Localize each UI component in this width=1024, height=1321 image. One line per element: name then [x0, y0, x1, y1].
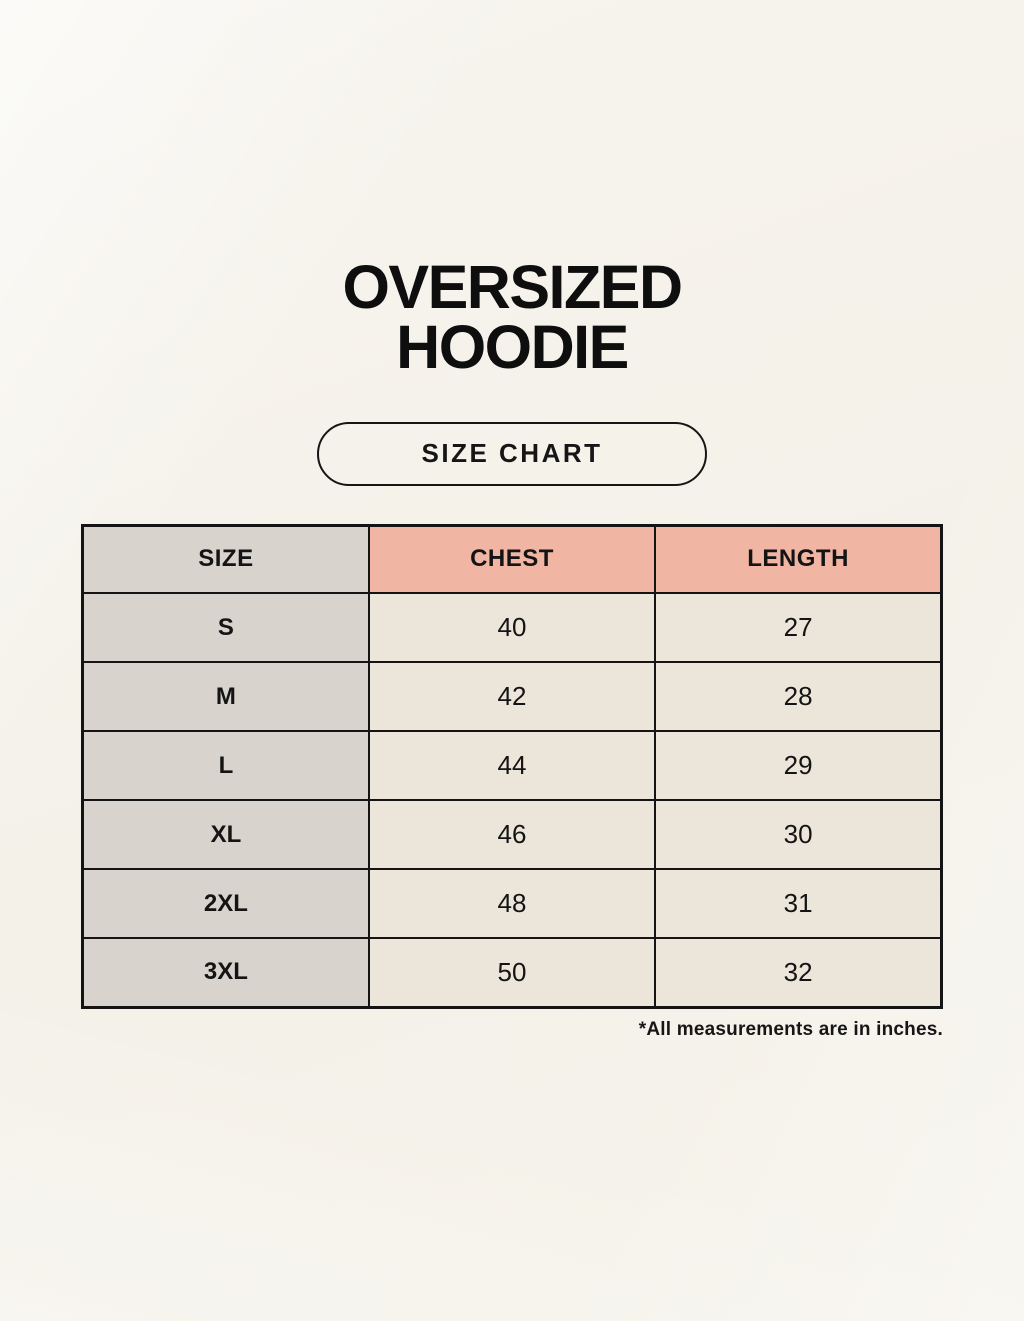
page-title: OVERSIZED HOODIE [0, 0, 1024, 378]
size-chart-badge-label: SIZE CHART [421, 438, 603, 469]
size-chart-badge: SIZE CHART [317, 421, 707, 486]
size-table: SIZE CHEST LENGTH S 40 27 M 42 28 L [81, 523, 943, 1009]
chest-cell: 44 [367, 730, 657, 802]
size-cell: XL [81, 799, 370, 871]
length-cell: 29 [654, 730, 943, 802]
length-cell: 28 [654, 661, 943, 733]
length-cell: 27 [654, 592, 943, 664]
column-header-chest: CHEST [367, 524, 657, 595]
length-cell: 30 [654, 799, 943, 871]
size-cell: M [81, 661, 370, 733]
table-row-xl: XL 46 30 [81, 799, 943, 871]
column-header-length: LENGTH [654, 524, 943, 595]
table-row-m: M 42 28 [81, 661, 943, 733]
table-row-s: S 40 27 [81, 592, 943, 664]
chest-cell: 40 [367, 592, 657, 664]
chest-cell: 46 [367, 799, 657, 871]
chest-cell: 50 [367, 937, 657, 1009]
size-cell: L [81, 730, 370, 802]
size-table-container: SIZE CHEST LENGTH S 40 27 M 42 28 L [81, 523, 943, 1041]
page-title-line-1: OVERSIZED [342, 253, 683, 321]
length-cell: 31 [654, 868, 943, 940]
table-row-2xl: 2XL 48 31 [81, 868, 943, 940]
measurements-footnote: *All measurements are in inches. [638, 1018, 943, 1040]
length-cell: 32 [654, 937, 943, 1009]
size-table-header-row: SIZE CHEST LENGTH [81, 524, 943, 595]
table-row-l: L 44 29 [81, 730, 943, 802]
page-title-line-2: HOODIE [396, 312, 629, 381]
size-cell: 3XL [81, 937, 370, 1009]
column-header-size: SIZE [81, 524, 370, 595]
chest-cell: 42 [367, 661, 657, 733]
table-row-3xl: 3XL 50 32 [81, 937, 943, 1009]
size-cell: 2XL [81, 868, 370, 940]
chest-cell: 48 [367, 868, 657, 940]
size-cell: S [81, 592, 370, 664]
